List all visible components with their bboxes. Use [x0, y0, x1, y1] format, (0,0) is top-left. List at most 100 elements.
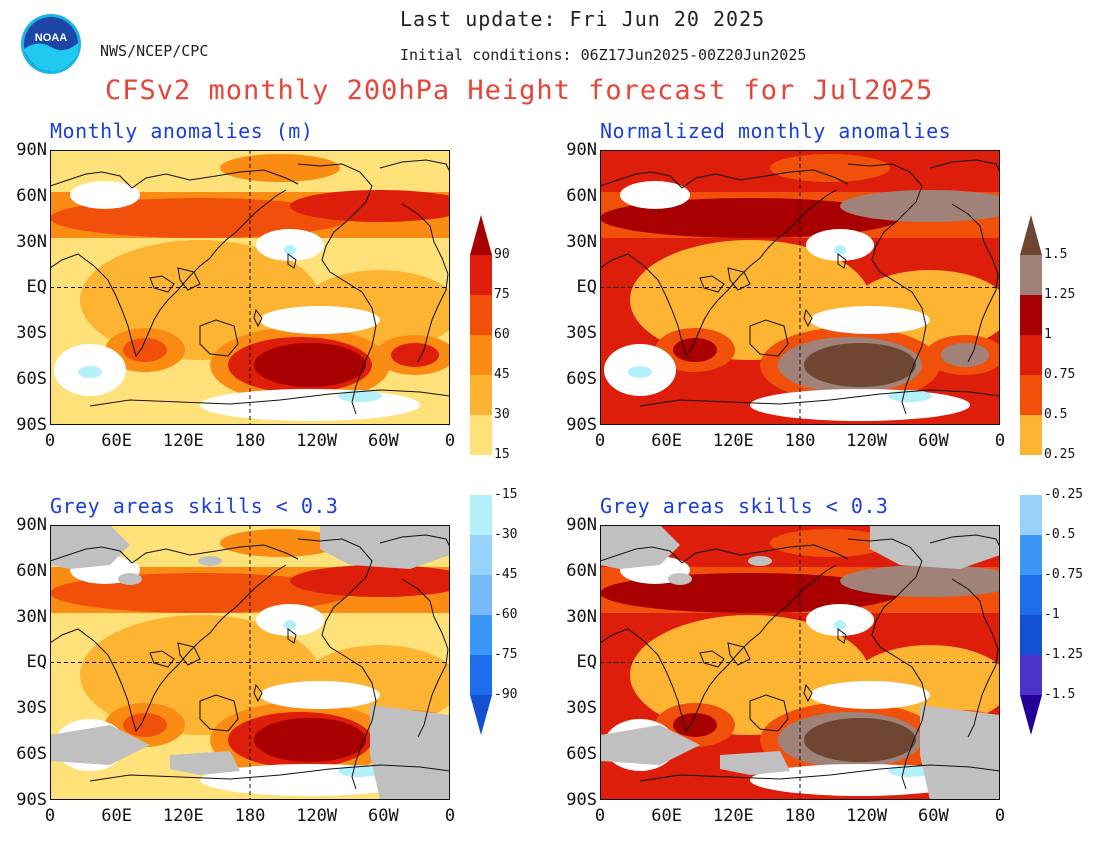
lon-label: 60E [101, 431, 133, 451]
lon-label: 120E [162, 806, 204, 826]
coastline [379, 534, 450, 548]
coastline [50, 544, 299, 564]
anomaly-contour [840, 190, 1000, 222]
anomaly-contour [620, 181, 690, 209]
map-frame [600, 150, 1000, 425]
anomaly-contour [941, 343, 989, 367]
colorbar-label: -45 [494, 567, 518, 582]
coastline [600, 564, 837, 733]
colorbar-label: -1.25 [1044, 647, 1084, 662]
lon-label: 0 [994, 806, 1006, 826]
lon-label: 0 [44, 806, 56, 826]
coastline [199, 319, 239, 357]
coastline [951, 203, 999, 363]
colorbar-swatch [470, 535, 492, 575]
colorbar-swatch [470, 655, 492, 695]
last-update-text: Last update: Fri Jun 20 2025 [400, 7, 766, 31]
lat-label: 60S [566, 369, 597, 389]
colorbar-label: 15 [494, 447, 510, 462]
lat-label: 30N [566, 606, 597, 627]
lon-label: 60E [101, 806, 133, 826]
panel-title-normalized: Normalized monthly anomalies [600, 119, 952, 143]
colorbar-swatch [1020, 535, 1042, 575]
colorbar-swatch [470, 215, 492, 255]
lon-label: 180 [234, 431, 266, 451]
anomaly-contour [668, 573, 692, 585]
anomaly-contour [260, 681, 380, 709]
lat-label: 90S [566, 414, 597, 435]
anomaly-contour [284, 245, 296, 255]
anomaly-contour [50, 198, 350, 238]
lon-label: 60W [367, 431, 399, 451]
map-frame [50, 525, 450, 800]
anomaly-contour [720, 751, 790, 775]
coastline [639, 764, 1000, 782]
colorbar-swatch [1020, 655, 1042, 695]
panel-title-anomalies-masked: Grey areas skills < 0.3 [50, 494, 339, 518]
anomaly-contour [920, 705, 1000, 800]
lat-label: 30S [16, 698, 47, 719]
coastline [50, 169, 299, 189]
colorbar-swatch [1020, 415, 1042, 455]
coastline [837, 253, 847, 269]
coastline [401, 578, 449, 738]
page-title: CFSv2 monthly 200hPa Height forecast for… [105, 75, 934, 106]
coastline [89, 389, 450, 407]
coastline [600, 544, 849, 564]
map-panel-normalized [600, 150, 1000, 425]
colorbar-label: -1 [1044, 607, 1060, 622]
colorbar-meters: 90 75 60 45 30 15 -15 -30 -45 -60 -75 -90 [470, 215, 530, 740]
coastline [297, 538, 377, 790]
anomaly-contour [254, 343, 366, 387]
map-normalized-masked [600, 525, 1000, 800]
colorbar-swatch [1020, 375, 1042, 415]
anomaly-contour [391, 343, 439, 367]
colorbar-label: -15 [494, 487, 518, 502]
noaa-logo: NOAA [20, 13, 82, 75]
colorbar-label: -75 [494, 647, 518, 662]
lat-label: 30S [566, 323, 597, 344]
lon-label: 0 [994, 431, 1006, 451]
colorbar-label: 60 [494, 327, 510, 342]
anomaly-contour [750, 389, 970, 421]
logo-text: NOAA [35, 32, 67, 44]
anomaly-contour [200, 389, 420, 421]
lon-label: 120E [712, 806, 754, 826]
coastline [89, 764, 450, 782]
lat-label: 90N [566, 515, 597, 535]
anomaly-contour [673, 338, 717, 362]
coastline [50, 564, 287, 733]
anomaly-contour [600, 725, 700, 765]
lat-label: 90N [16, 140, 47, 160]
colorbar-label: -30 [494, 527, 518, 542]
lat-label: 90S [16, 414, 47, 435]
coastline [639, 389, 1000, 407]
lat-label: 60S [16, 369, 47, 389]
colorbar-swatch [470, 295, 492, 335]
coastline [287, 628, 297, 644]
map-anomalies-masked [50, 525, 450, 800]
anomaly-contour [290, 190, 450, 222]
map-frame [600, 525, 1000, 800]
coastline [803, 308, 813, 328]
anomaly-contour [770, 154, 890, 182]
anomaly-contour [290, 565, 450, 597]
colorbar-label: 0.75 [1044, 367, 1076, 382]
lat-label: 30S [566, 698, 597, 719]
coastline [749, 319, 789, 357]
anomaly-contour [118, 573, 142, 585]
lon-label: 120W [846, 806, 888, 826]
coastline [253, 308, 263, 328]
lat-label: EQ [576, 277, 597, 298]
colorbar-label: 0.5 [1044, 407, 1068, 422]
map-frame [50, 150, 450, 425]
lon-label: 60W [917, 431, 949, 451]
coastline [847, 163, 927, 415]
coastline [847, 538, 927, 790]
colorbar-label: -0.25 [1044, 487, 1084, 502]
anomaly-contour [810, 681, 930, 709]
colorbar-swatch [1020, 615, 1042, 655]
coastline [929, 534, 1000, 548]
colorbar-swatch [470, 455, 492, 495]
anomaly-contour [804, 718, 916, 762]
